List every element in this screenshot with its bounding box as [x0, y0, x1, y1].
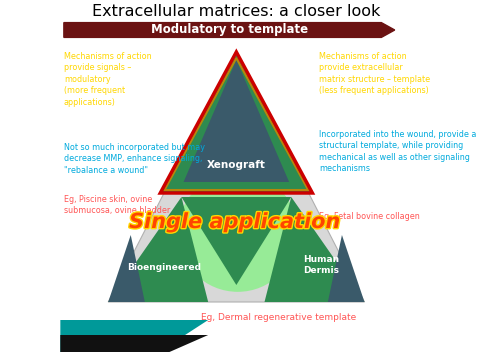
Polygon shape: [184, 60, 289, 182]
Text: Eg, Piscine skin, ovine
submucosa, ovine bladder: Eg, Piscine skin, ovine submucosa, ovine…: [64, 195, 170, 215]
Circle shape: [178, 172, 298, 292]
Polygon shape: [108, 197, 208, 302]
Text: Eg, Fetal bovine collagen: Eg, Fetal bovine collagen: [319, 212, 420, 221]
Text: Eg, Dermal regenerative template: Eg, Dermal regenerative template: [201, 314, 356, 322]
Text: Mechanisms of action
provide extracellular
matrix structure – template
(less fre: Mechanisms of action provide extracellul…: [319, 52, 430, 95]
Text: Not so much incorporated but may
decrease MMP, enhance signaling,
"rebalance a w: Not so much incorporated but may decreas…: [64, 143, 205, 175]
Text: Incorporated into the wound, provide a
structural template, while providing
mech: Incorporated into the wound, provide a s…: [319, 130, 476, 173]
FancyArrow shape: [64, 23, 394, 37]
Polygon shape: [60, 335, 208, 352]
Text: Human
Dermis: Human Dermis: [303, 255, 339, 275]
Text: Mechanisms of action
provide signals –
modulatory
(more frequent
applications): Mechanisms of action provide signals – m…: [64, 52, 152, 107]
Polygon shape: [182, 197, 292, 285]
Text: Modulatory to template: Modulatory to template: [150, 24, 308, 37]
Polygon shape: [160, 55, 312, 193]
Text: Single application: Single application: [129, 212, 341, 232]
Polygon shape: [60, 320, 208, 352]
Text: Xenograft: Xenograft: [207, 160, 266, 170]
Polygon shape: [108, 52, 364, 302]
Polygon shape: [264, 197, 364, 302]
Polygon shape: [108, 235, 145, 302]
Text: Extracellular matrices: a closer look: Extracellular matrices: a closer look: [92, 5, 380, 19]
Text: Bioengineered: Bioengineered: [128, 264, 202, 272]
Polygon shape: [328, 235, 364, 302]
